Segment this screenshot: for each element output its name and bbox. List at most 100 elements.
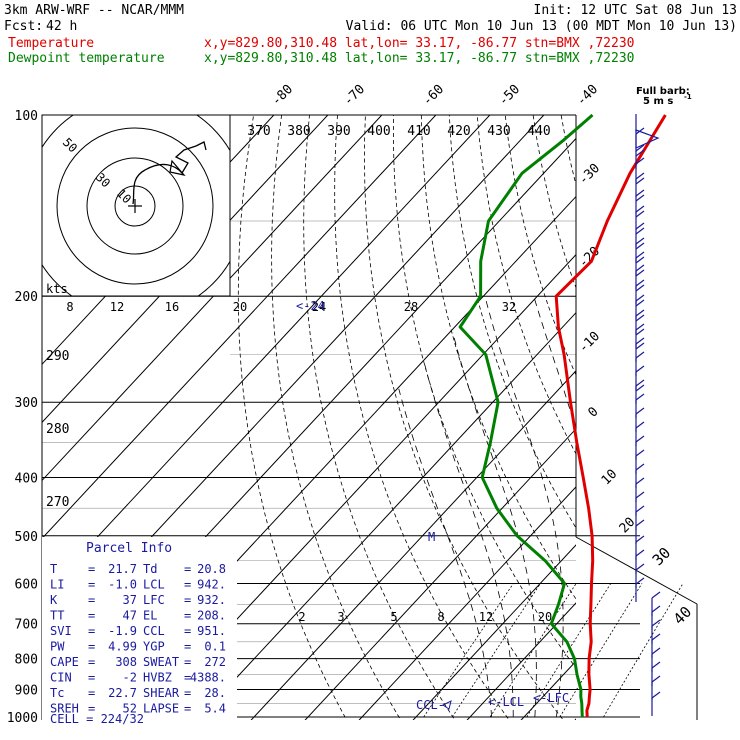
isotherm-label: 30 xyxy=(649,544,675,570)
parcel-field-name: CAPE xyxy=(50,655,79,669)
mixing-ratio-line xyxy=(603,583,684,718)
hodo-speed-label: 8 xyxy=(66,300,73,314)
parcel-field-eq: = xyxy=(184,702,191,716)
isotherm-line xyxy=(358,486,576,720)
wind-barb-flag xyxy=(635,337,645,345)
wind-barb-flag xyxy=(635,294,645,302)
parcel-field-eq: = xyxy=(184,624,191,638)
parcel-field-value: -2 xyxy=(123,671,137,685)
isotherm-line xyxy=(466,602,576,720)
isotherm-label: -20 xyxy=(576,244,603,271)
parcel-field-value: 37 xyxy=(123,593,137,607)
hodograph-trace xyxy=(132,141,207,205)
isotherm-line xyxy=(42,115,329,424)
parcel-field-value: 20.8 xyxy=(197,562,226,576)
parcel-field-value: 28. xyxy=(204,686,226,700)
theta-label: 280 xyxy=(46,422,69,437)
wind-barb-flag xyxy=(635,351,645,359)
parcel-field-name: K xyxy=(50,593,58,607)
moist-adiabat-line xyxy=(484,296,564,718)
pressure-label: 400 xyxy=(15,471,38,486)
mixing-ratio-line xyxy=(559,583,643,718)
pressure-label: 200 xyxy=(15,290,38,305)
wind-barb-flag xyxy=(635,323,645,331)
wind-barb-flag xyxy=(635,491,645,499)
lower-diagram xyxy=(423,583,684,718)
parcel-field-name: LCL xyxy=(143,578,165,592)
wind-barb-flag xyxy=(635,251,645,259)
pressure-label: 1000 xyxy=(7,711,38,726)
wind-barbs xyxy=(635,114,661,716)
parcel-field-eq: = xyxy=(184,655,191,669)
wind-barb-flag xyxy=(651,591,661,599)
parcel-field-eq: = xyxy=(88,671,95,685)
mixing-ratio-label: 2 xyxy=(298,610,305,624)
pressure-label: 500 xyxy=(15,530,38,545)
parcel-field-eq: = xyxy=(88,624,95,638)
wind-barb-flag xyxy=(635,342,645,350)
wind-barb-pennant xyxy=(635,129,660,149)
isotherm-label: 0 xyxy=(585,404,601,420)
wind-barb-flag xyxy=(635,222,645,230)
barb-legend-label: Full barb: xyxy=(636,86,690,97)
temperature-profile xyxy=(554,114,667,718)
wind-barb-flag xyxy=(651,605,661,613)
isotherm-label: 40 xyxy=(670,603,696,629)
parcel-field-name: LAPSE xyxy=(143,702,179,716)
wind-barb-flag xyxy=(635,505,645,513)
hodo-units-label: kts xyxy=(46,282,68,296)
isotherm-label: 10 xyxy=(599,467,621,489)
parcel-field-name: T xyxy=(50,562,57,576)
isotherm-label: -70 xyxy=(341,82,368,109)
moist-adiabat-line xyxy=(424,364,514,717)
mark-label: M xyxy=(428,530,435,544)
init-time: Init: 12 UTC Sat 08 Jun 13 xyxy=(534,3,738,18)
dry-adiabat-line xyxy=(504,115,576,376)
parcel-field-value: 208. xyxy=(197,609,226,623)
wind-barb-flag xyxy=(635,299,645,307)
parcel-field-eq: = xyxy=(88,593,95,607)
temperature-legend-label: Temperature xyxy=(8,36,94,51)
barb-legend-exponent: -1 xyxy=(684,93,692,101)
parcel-field-eq: = xyxy=(184,609,191,623)
hodo-ring xyxy=(86,157,184,255)
wind-barb-flag xyxy=(635,463,645,471)
lcl-marker: <-LCL xyxy=(488,695,524,709)
wind-barb-flag xyxy=(635,407,645,415)
isotherm-line xyxy=(42,115,383,482)
mixing-ratio-label: 8 xyxy=(437,610,444,624)
el-marker: <-24 xyxy=(296,299,325,313)
parcel-field-name: LFC xyxy=(143,593,165,607)
parcel-field-name: HVBZ xyxy=(143,671,172,685)
parcel-field-eq: = xyxy=(88,686,95,700)
parcel-field-eq: = xyxy=(184,671,191,685)
barb-legend-unit: 5 m s xyxy=(643,96,673,107)
wind-barb-flag xyxy=(635,210,645,218)
wind-barb-flag xyxy=(635,189,645,197)
parcel-field-value: 47 xyxy=(123,609,137,623)
dry-adiabat-line xyxy=(237,115,348,720)
mixing-ratio-label: 5 xyxy=(390,610,397,624)
parcel-field-value: 4.99 xyxy=(108,640,137,654)
parcel-field-name: SREH xyxy=(50,702,79,716)
wind-barb-flag xyxy=(651,647,661,655)
theta-label: 270 xyxy=(46,495,69,510)
theta-label: 400 xyxy=(367,124,390,139)
hodograph-speed-labels: kts 8 12 16 20 24 28 32 xyxy=(46,282,516,314)
isotherm-label: -50 xyxy=(496,82,523,109)
wind-barb-flag xyxy=(635,172,645,180)
sounding-profiles xyxy=(458,113,667,718)
pressure-label: 900 xyxy=(15,683,38,698)
wind-barb-flag xyxy=(635,279,645,287)
wind-barb-flag xyxy=(651,691,661,699)
parcel-field-eq: = xyxy=(88,609,95,623)
dry-adiabat-line xyxy=(393,115,576,669)
parcel-field-eq: = xyxy=(88,640,95,654)
pressure-label: 100 xyxy=(15,109,38,124)
parcel-field-value: 942. xyxy=(197,578,226,592)
dry-adiabat-line xyxy=(692,88,740,730)
isotherm-line xyxy=(250,370,576,720)
ccl-marker: CCL- xyxy=(416,698,445,712)
parcel-field-value: 21.7 xyxy=(108,562,137,576)
